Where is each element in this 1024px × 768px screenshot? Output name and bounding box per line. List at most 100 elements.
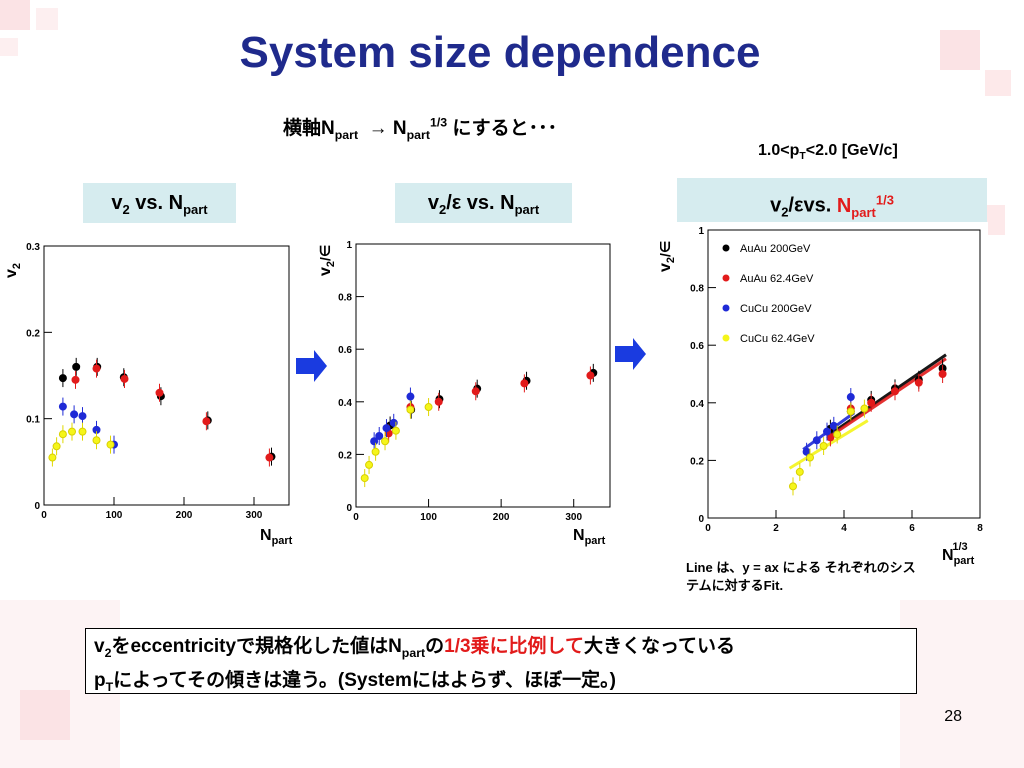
data-point [833, 430, 842, 439]
data-point [406, 405, 415, 414]
y-axis-label: v2 [3, 263, 23, 278]
legend-marker [722, 244, 730, 252]
data-point [434, 397, 443, 406]
y-tick-label: 0.8 [338, 293, 352, 304]
data-point [406, 392, 415, 401]
decor-square [0, 38, 18, 56]
x-tick-label: 0 [41, 510, 47, 521]
legend-label: AuAu 62.4GeV [740, 273, 814, 285]
data-point [381, 437, 390, 446]
chart-v2eps-vs-npart: 0 100 200 300 0 0.2 0.4 0.6 0.8 1 Npart v2/∈ [317, 240, 611, 547]
legend-marker [722, 274, 730, 282]
data-point [375, 431, 384, 440]
x-tick-label: 2 [773, 523, 779, 534]
y-tick-label: 0.6 [338, 345, 352, 356]
conclusion-line-1: v2をeccentricityで規格化した値はNpartの1/3乗に比例して大き… [94, 636, 736, 660]
data-point [867, 398, 876, 407]
chart-v2-vs-npart: 0 100 200 300 0 0.1 0.2 0.3 Npart v2 [3, 242, 293, 547]
plot-frame [355, 243, 611, 508]
data-point [789, 482, 797, 491]
data-point [819, 442, 828, 450]
data-point [382, 424, 391, 433]
decor-square [985, 70, 1011, 96]
data-point [155, 388, 164, 397]
data-point [806, 453, 814, 462]
panel2-label: v2/ε vs. Npart [395, 183, 572, 223]
data-point [70, 410, 79, 419]
data-point [71, 375, 80, 384]
y-tick-label: 0.4 [690, 399, 704, 410]
data-point [360, 474, 369, 483]
y-tick-label: 0 [698, 514, 704, 525]
fit-line [826, 353, 947, 438]
x-tick-label: 200 [493, 512, 510, 523]
decor-square [940, 30, 980, 70]
y-tick-label: 0.4 [338, 398, 352, 409]
slide-title: System size dependence [239, 28, 761, 77]
data-point [823, 427, 831, 436]
page-number: 28 [944, 708, 962, 725]
x-tick-label: 100 [420, 512, 437, 523]
data-point [846, 407, 855, 416]
panel3-label: v2/εvs. Npart1/3 [677, 178, 987, 222]
fit-line-note: Line は、y = ax による それぞれのシステムに対するFit. [686, 560, 916, 593]
x-axis-label: Npart [260, 527, 293, 547]
data-point [106, 440, 115, 449]
data-point [92, 436, 101, 445]
chart-panel-3: 0 2 4 6 8 0 0.2 0.4 0.6 0.8 1 Npart1/3 v2/∈ AuAu 200G… [657, 222, 988, 570]
data-point [58, 402, 67, 411]
plot-frame [43, 245, 290, 506]
right-arrow-icon [296, 350, 327, 382]
y-tick-label: 0.3 [26, 242, 40, 253]
data-point [72, 362, 81, 371]
y-tick-label: 0.6 [690, 341, 704, 352]
data-point [78, 427, 87, 436]
data-point [58, 374, 67, 383]
panel1-label: v2 vs. Npart [83, 183, 236, 223]
x-axis-label: Npart1/3 [942, 541, 975, 567]
legend-marker [722, 334, 730, 342]
conclusion-box: v2をeccentricityで規格化した値はNpartの1/3乗に比例して大き… [85, 628, 917, 694]
x-axis-label: Npart [573, 527, 606, 547]
data-point [829, 421, 838, 430]
legend-label: CuCu 200GeV [740, 303, 812, 315]
data-point [371, 447, 380, 456]
conclusion-line-2: pTによってその傾きは違う。(Systemにはよらず、ほぼ一定。) [94, 669, 616, 694]
data-point [365, 460, 374, 469]
fit-line [788, 419, 869, 470]
decor-square [900, 600, 1024, 768]
x-tick-label: 0 [353, 512, 359, 523]
y-axis-label: v2/∈ [660, 241, 677, 272]
data-point [265, 453, 274, 462]
x-tick-label: 4 [841, 523, 847, 534]
data-point [92, 364, 101, 373]
y-axis-label: v2/∈ [318, 245, 337, 276]
data-point [520, 379, 529, 388]
y-tick-label: 1 [698, 226, 704, 237]
data-point [78, 412, 87, 421]
fit-line [826, 357, 947, 440]
data-point [391, 426, 400, 435]
y-tick-label: 0.2 [690, 456, 704, 467]
x-tick-label: 0 [705, 523, 711, 534]
data-point [891, 387, 899, 396]
data-point [424, 403, 433, 412]
data-point [48, 453, 57, 462]
data-point [52, 442, 61, 451]
legend-marker [722, 304, 730, 312]
x-tick-label: 100 [106, 510, 123, 521]
chart-v2eps-vs-npart13: 0 2 4 6 8 0 0.2 0.4 0.6 0.8 1 Npart1/3 v2/∈ AuAu 200G… [657, 226, 983, 567]
slide-subtitle: 横軸Npart → Npart1/3 にすると･･･ [283, 115, 558, 142]
y-tick-label: 1 [346, 240, 352, 251]
y-tick-label: 0.8 [690, 284, 704, 295]
data-point [58, 430, 67, 439]
data-point [795, 467, 804, 476]
data-point [860, 404, 869, 413]
data-point [914, 378, 923, 387]
chart-panel-1: 0 100 200 300 0 0.1 0.2 0.3 Npart v2 [2, 230, 297, 552]
data-point [471, 387, 480, 396]
data-point [812, 436, 821, 445]
x-tick-label: 8 [977, 523, 983, 534]
x-tick-label: 6 [909, 523, 915, 534]
y-tick-label: 0.1 [26, 415, 40, 426]
